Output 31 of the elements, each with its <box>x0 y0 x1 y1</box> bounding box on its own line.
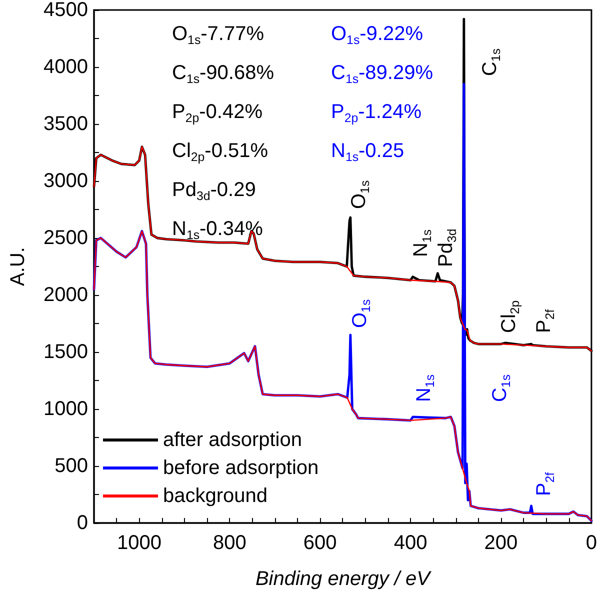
annotation: O1s <box>349 299 373 328</box>
annotation: Cl2p <box>498 300 522 333</box>
y-tick-label: 0 <box>76 512 88 534</box>
x-axis-title: Binding energy / eV <box>255 568 432 590</box>
annotation: N1s <box>410 229 434 257</box>
legend-label: before adsorption <box>163 457 319 479</box>
x-tick-label: 600 <box>303 532 337 554</box>
x-tick-label: 800 <box>212 532 246 554</box>
x-tick-label: 0 <box>586 532 597 554</box>
legend-label: after adsorption <box>163 429 302 451</box>
y-tick-label: 2500 <box>44 227 88 249</box>
y-tick-label: 500 <box>54 455 88 477</box>
annotation: P2f <box>533 308 557 333</box>
annotation: C1s <box>479 48 503 76</box>
y-tick-label: 1000 <box>44 398 88 420</box>
y-axis-title: A.U. <box>7 247 29 286</box>
annotation: O1s <box>348 180 372 209</box>
annotation: P2f <box>533 472 557 496</box>
annotation: C1s <box>489 374 513 402</box>
y-tick-label: 4500 <box>44 0 88 21</box>
x-tick-label: 200 <box>484 532 518 554</box>
x-tick-label: 1000 <box>116 532 162 554</box>
y-tick-label: 1500 <box>44 341 88 363</box>
y-tick-label: 4000 <box>44 56 88 78</box>
legend-label: background <box>163 485 268 507</box>
annotation: Pd3d <box>435 228 459 267</box>
y-tick-label: 3500 <box>44 113 88 135</box>
y-tick-label: 3000 <box>44 170 88 192</box>
y-tick-label: 2000 <box>44 284 88 306</box>
annotation: N1s <box>413 374 437 402</box>
x-tick-label: 400 <box>394 532 428 554</box>
